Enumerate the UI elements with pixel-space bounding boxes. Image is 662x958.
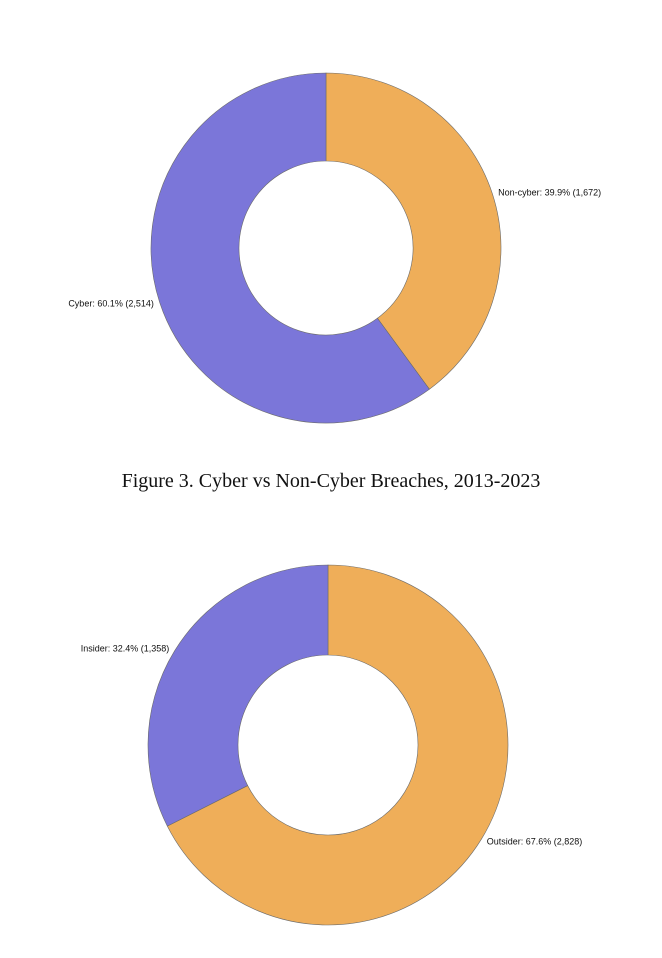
donut-slice-non-cyber: [325, 72, 502, 390]
slice-label-outsider: Outsider: 67.6% (2,828): [487, 836, 583, 846]
slice-label-insider: Insider: 32.4% (1,358): [81, 644, 170, 654]
cyber-vs-noncyber-donut-chart: Non-cyber: 39.9% (1,672) Cyber: 60.1% (2,…: [68, 72, 601, 424]
insider-vs-outsider-donut-chart: Outsider: 67.6% (2,828) Insider: 32.4% (1…: [81, 564, 583, 926]
figure-caption: Figure 3. Cyber vs Non-Cyber Breaches, 2…: [121, 470, 541, 492]
slice-label-cyber: Cyber: 60.1% (2,514): [68, 299, 154, 309]
donut-slice-insider: [147, 564, 329, 827]
slice-label-non-cyber: Non-cyber: 39.9% (1,672): [498, 187, 601, 197]
donut-slice-cyber: [150, 72, 430, 424]
donut-slice-outsider: [166, 564, 509, 926]
